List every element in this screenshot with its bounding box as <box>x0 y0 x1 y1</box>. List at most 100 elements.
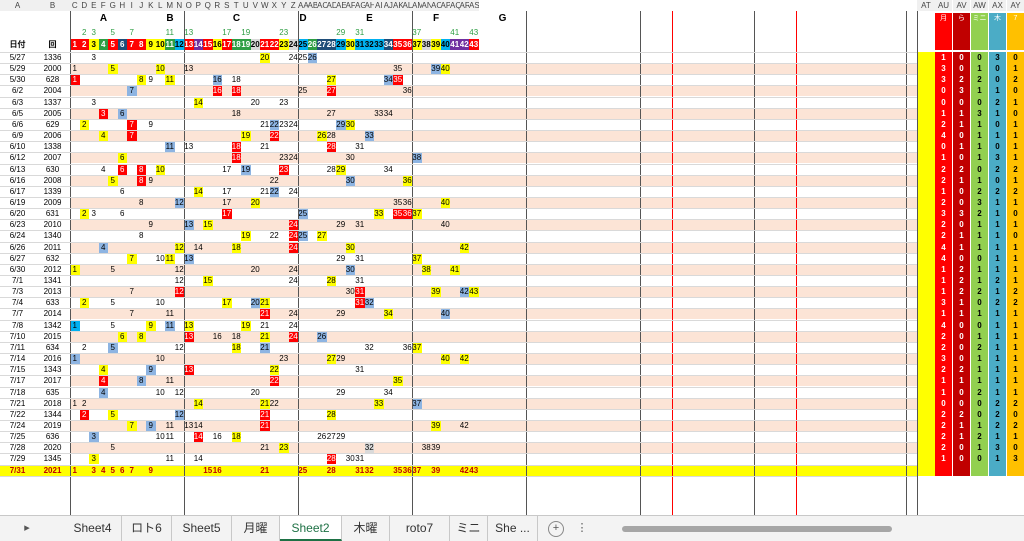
tab-next-arrow-icon[interactable]: ▸ <box>24 522 30 534</box>
round-cell[interactable]: 1342 <box>43 320 62 330</box>
summary-value[interactable]: 2 <box>995 186 1000 196</box>
date-cell[interactable]: 6/20 <box>9 209 26 219</box>
summary-value[interactable]: 1 <box>1013 119 1018 129</box>
table-row[interactable] <box>70 63 917 75</box>
summary-value[interactable]: 1 <box>995 131 1000 141</box>
round-cell[interactable]: 2018 <box>43 398 62 408</box>
number-cell[interactable]: 4 <box>98 386 108 398</box>
number-cell[interactable]: 11 <box>165 74 175 86</box>
number-cell[interactable]: 21 <box>260 308 270 320</box>
number-cell[interactable]: 24 <box>288 230 298 242</box>
summary-value[interactable]: 1 <box>977 131 982 141</box>
summary-value[interactable]: 4 <box>941 242 946 252</box>
number-cell[interactable]: 31 <box>355 465 365 475</box>
summary-value[interactable]: 2 <box>959 264 964 274</box>
summary-value[interactable]: 1 <box>959 242 964 252</box>
summary-value[interactable]: 3 <box>995 443 1000 453</box>
summary-value[interactable]: 0 <box>977 320 982 330</box>
tab-3[interactable]: 月曜 <box>232 516 280 541</box>
summary-value[interactable]: 1 <box>1013 320 1018 330</box>
summary-value[interactable]: 0 <box>1013 53 1018 62</box>
summary-value[interactable]: 0 <box>977 253 982 263</box>
summary-value[interactable]: 1 <box>941 276 946 285</box>
summary-value[interactable]: 1 <box>995 253 1000 263</box>
number-cell[interactable]: 1 <box>70 74 80 86</box>
number-cell[interactable]: 26 <box>317 432 327 442</box>
number-cell[interactable]: 14 <box>193 397 203 409</box>
table-row[interactable] <box>70 219 917 231</box>
column-header[interactable]: D <box>79 0 89 11</box>
summary-value[interactable]: 0 <box>959 186 964 196</box>
number-cell[interactable]: 20 <box>250 97 260 107</box>
round-cell[interactable]: 2020 <box>43 443 62 453</box>
summary-value[interactable]: 1 <box>977 175 982 185</box>
number-cell[interactable]: 21 <box>260 443 270 453</box>
number-cell[interactable]: 8 <box>136 375 146 387</box>
date-cell[interactable]: 6/9 <box>11 131 24 141</box>
number-cell[interactable]: 39 <box>431 419 441 431</box>
number-cell[interactable]: 11 <box>165 141 175 153</box>
number-cell[interactable]: 4 <box>98 364 108 376</box>
summary-value[interactable]: 2 <box>941 197 946 207</box>
summary-value[interactable]: 0 <box>977 298 982 308</box>
column-header[interactable]: A <box>0 0 35 11</box>
column-header[interactable]: AM <box>412 0 422 11</box>
number-cell[interactable]: 17 <box>222 164 232 174</box>
column-header[interactable]: O <box>184 0 194 11</box>
number-header-cell[interactable]: 39 <box>431 39 441 50</box>
table-row[interactable] <box>70 364 917 376</box>
summary-value[interactable]: 1 <box>1013 354 1018 364</box>
number-header-cell[interactable]: 29 <box>336 39 346 50</box>
column-header[interactable]: AG <box>355 0 365 11</box>
number-cell[interactable]: 22 <box>269 175 279 185</box>
column-header[interactable]: AO <box>431 0 441 11</box>
summary-value[interactable]: 0 <box>959 131 964 141</box>
number-cell[interactable]: 6 <box>120 209 125 219</box>
number-cell[interactable]: 29 <box>336 220 346 230</box>
round-cell[interactable]: 2005 <box>43 108 62 118</box>
number-header-cell[interactable]: 20 <box>250 39 260 50</box>
number-cell[interactable]: 13 <box>184 252 194 264</box>
number-cell[interactable]: 13 <box>184 364 194 376</box>
number-cell[interactable]: 24 <box>288 119 298 129</box>
number-cell[interactable]: 29 <box>336 118 346 130</box>
column-header[interactable]: AY <box>1007 0 1024 11</box>
summary-value[interactable]: 0 <box>959 342 964 352</box>
number-cell[interactable]: 29 <box>336 163 346 175</box>
table-row[interactable] <box>70 96 917 108</box>
table-row[interactable] <box>70 375 917 387</box>
number-cell[interactable]: 9 <box>148 75 153 85</box>
number-cell[interactable]: 21 <box>260 297 270 309</box>
round-cell[interactable]: 629 <box>45 119 60 129</box>
summary-value[interactable]: 1 <box>941 108 946 118</box>
number-cell[interactable]: 31 <box>355 365 365 375</box>
date-cell[interactable]: 6/6 <box>11 119 24 129</box>
number-cell[interactable]: 16 <box>212 331 222 341</box>
column-header[interactable]: P <box>193 0 203 11</box>
table-row[interactable] <box>70 185 917 197</box>
number-cell[interactable]: 2 <box>82 342 87 352</box>
round-cell[interactable]: 1336 <box>43 53 62 62</box>
number-cell[interactable]: 12 <box>174 342 184 352</box>
summary-value[interactable]: 2 <box>995 409 1000 419</box>
tab-0[interactable]: Sheet4 <box>64 516 122 541</box>
number-cell[interactable]: 24 <box>288 309 298 319</box>
summary-value[interactable]: 1 <box>1013 365 1018 375</box>
add-sheet-button[interactable]: + <box>548 521 564 537</box>
number-cell[interactable]: 23 <box>279 119 289 129</box>
column-header[interactable]: F <box>98 0 108 11</box>
column-header[interactable]: AA <box>298 0 308 11</box>
number-cell[interactable]: 27 <box>326 74 336 86</box>
number-cell[interactable]: 35 <box>393 375 403 387</box>
number-cell[interactable]: 42 <box>459 286 469 298</box>
number-cell[interactable]: 29 <box>336 354 346 364</box>
summary-value[interactable]: 0 <box>1013 108 1018 118</box>
number-cell[interactable]: 20 <box>260 52 270 63</box>
column-header[interactable]: AT <box>917 0 935 11</box>
number-cell[interactable]: 26 <box>307 52 317 63</box>
number-cell[interactable]: 24 <box>288 219 298 231</box>
table-row[interactable] <box>70 442 917 454</box>
table-row[interactable] <box>70 453 917 465</box>
number-header-cell[interactable]: 7 <box>127 39 137 50</box>
number-cell[interactable]: 43 <box>469 465 479 475</box>
